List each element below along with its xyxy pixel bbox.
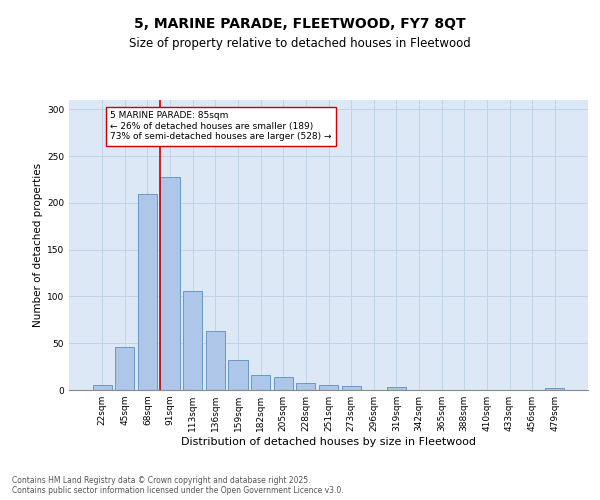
Text: Contains HM Land Registry data © Crown copyright and database right 2025.
Contai: Contains HM Land Registry data © Crown c… (12, 476, 344, 495)
Bar (387, 387, 406, 390)
Bar (296, 384, 316, 390)
Bar (115, 347, 134, 390)
Bar (160, 176, 180, 390)
Bar (138, 194, 157, 390)
Bar (274, 377, 293, 390)
Bar (251, 375, 270, 390)
Bar (92, 386, 112, 390)
X-axis label: Distribution of detached houses by size in Fleetwood: Distribution of detached houses by size … (181, 437, 476, 447)
Text: 5 MARINE PARADE: 85sqm
← 26% of detached houses are smaller (189)
73% of semi-de: 5 MARINE PARADE: 85sqm ← 26% of detached… (110, 111, 332, 141)
Bar (341, 386, 361, 390)
Bar (183, 291, 202, 390)
Bar (229, 360, 248, 390)
Text: Size of property relative to detached houses in Fleetwood: Size of property relative to detached ho… (129, 38, 471, 51)
Bar (545, 388, 565, 390)
Bar (206, 331, 225, 390)
Bar (319, 386, 338, 390)
Y-axis label: Number of detached properties: Number of detached properties (33, 163, 43, 327)
Text: 5, MARINE PARADE, FLEETWOOD, FY7 8QT: 5, MARINE PARADE, FLEETWOOD, FY7 8QT (134, 18, 466, 32)
